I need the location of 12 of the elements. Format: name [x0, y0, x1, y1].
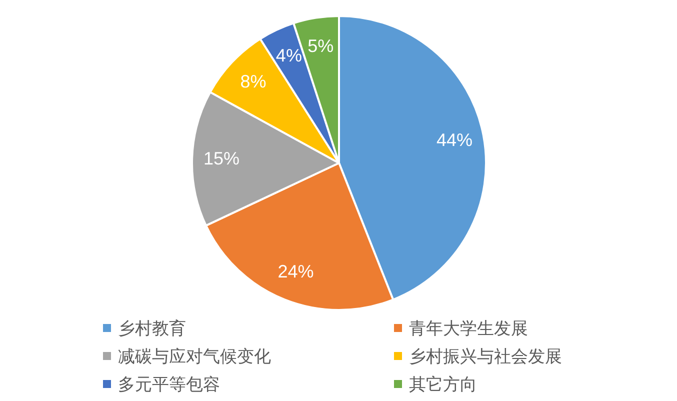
legend-label: 青年大学生发展 [409, 318, 528, 340]
data-label: 15% [203, 148, 240, 168]
data-label: 24% [278, 261, 314, 282]
legend-label: 乡村振兴与社会发展 [409, 346, 562, 368]
legend-label: 多元平等包容 [118, 374, 220, 396]
legend-label: 乡村教育 [118, 318, 186, 340]
data-label: 44% [436, 130, 473, 150]
legend-label: 其它方向 [409, 374, 477, 396]
data-label: 4% [276, 46, 302, 66]
data-label: 8% [240, 71, 266, 92]
data-label: 5% [308, 36, 334, 56]
legend-label: 减碳与应对气候变化 [118, 346, 271, 368]
